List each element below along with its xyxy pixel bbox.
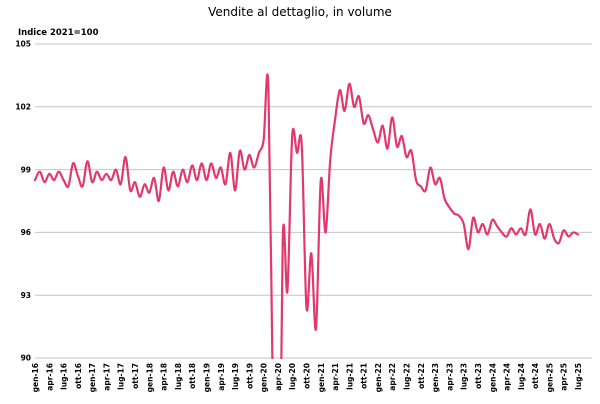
x-tick-label-ott-16: ott-16 [74, 363, 83, 389]
x-tick-label-ott-20: ott-20 [303, 363, 312, 389]
x-tick-label-apr-21: apr-21 [331, 363, 340, 391]
x-tick-label-ott-21: ott-21 [360, 363, 369, 389]
x-tick-label-lug-25: lug-25 [574, 363, 583, 390]
x-tick-label-lug-18: lug-18 [174, 363, 183, 390]
x-tick-label-lug-23: lug-23 [460, 363, 469, 390]
y-tick-label-93: 93 [21, 291, 31, 300]
series-line-vendite-al-dettaglio [33, 73, 580, 359]
x-tick-label-lug-22: lug-22 [403, 363, 412, 390]
x-tick-label-lug-19: lug-19 [231, 363, 240, 390]
x-tick-label-apr-20: apr-20 [274, 363, 283, 391]
x-tick-label-gen-22: gen-22 [374, 363, 383, 392]
x-tick-label-ott-22: ott-22 [417, 363, 426, 389]
x-tick-label-gen-17: gen-17 [88, 363, 97, 392]
x-tick-label-gen-18: gen-18 [145, 363, 154, 392]
x-tick-label-apr-25: apr-25 [560, 363, 569, 391]
x-tick-label-ott-18: ott-18 [188, 363, 197, 389]
x-tick-label-apr-24: apr-24 [503, 363, 512, 391]
x-tick-label-lug-21: lug-21 [345, 363, 354, 390]
x-tick-label-ott-19: ott-19 [245, 363, 254, 389]
x-tick-label-gen-20: gen-20 [260, 363, 269, 392]
y-tick-label-105: 105 [15, 40, 31, 49]
y-axis-unit-label: Indice 2021=100 [18, 28, 99, 38]
x-tick-label-lug-24: lug-24 [517, 363, 526, 390]
x-tick-label-apr-19: apr-19 [217, 363, 226, 391]
x-tick-label-lug-20: lug-20 [288, 363, 297, 390]
y-tick-label-102: 102 [15, 103, 31, 112]
x-tick-label-gen-24: gen-24 [488, 363, 497, 392]
x-tick-label-apr-16: apr-16 [45, 363, 54, 391]
y-tick-label-96: 96 [21, 228, 31, 237]
y-tick-label-90: 90 [21, 354, 31, 363]
x-tick-label-gen-19: gen-19 [202, 363, 211, 392]
x-tick-label-lug-16: lug-16 [60, 363, 69, 390]
x-tick-label-apr-22: apr-22 [388, 363, 397, 391]
x-tick-label-gen-21: gen-21 [317, 363, 326, 392]
chart-title: Vendite al dettaglio, in volume [208, 5, 392, 19]
y-axis-labels: 105 102 99 96 93 90 [15, 40, 31, 363]
y-tick-label-99: 99 [21, 165, 31, 174]
x-axis-labels: gen-16 apr-16 lug-16 ott-16 gen-17 apr-17 lug-… [31, 363, 583, 392]
x-tick-label-apr-23: apr-23 [445, 363, 454, 391]
x-tick-label-ott-17: ott-17 [131, 363, 140, 389]
x-tick-label-lug-17: lug-17 [117, 363, 126, 390]
x-tick-label-gen-16: gen-16 [31, 363, 40, 392]
x-tick-label-apr-17: apr-17 [102, 363, 111, 391]
x-tick-label-gen-23: gen-23 [431, 363, 440, 392]
x-tick-label-gen-25: gen-25 [545, 363, 554, 392]
x-tick-label-ott-24: ott-24 [531, 363, 540, 389]
x-tick-label-ott-23: ott-23 [474, 363, 483, 389]
x-tick-label-apr-18: apr-18 [160, 363, 169, 391]
